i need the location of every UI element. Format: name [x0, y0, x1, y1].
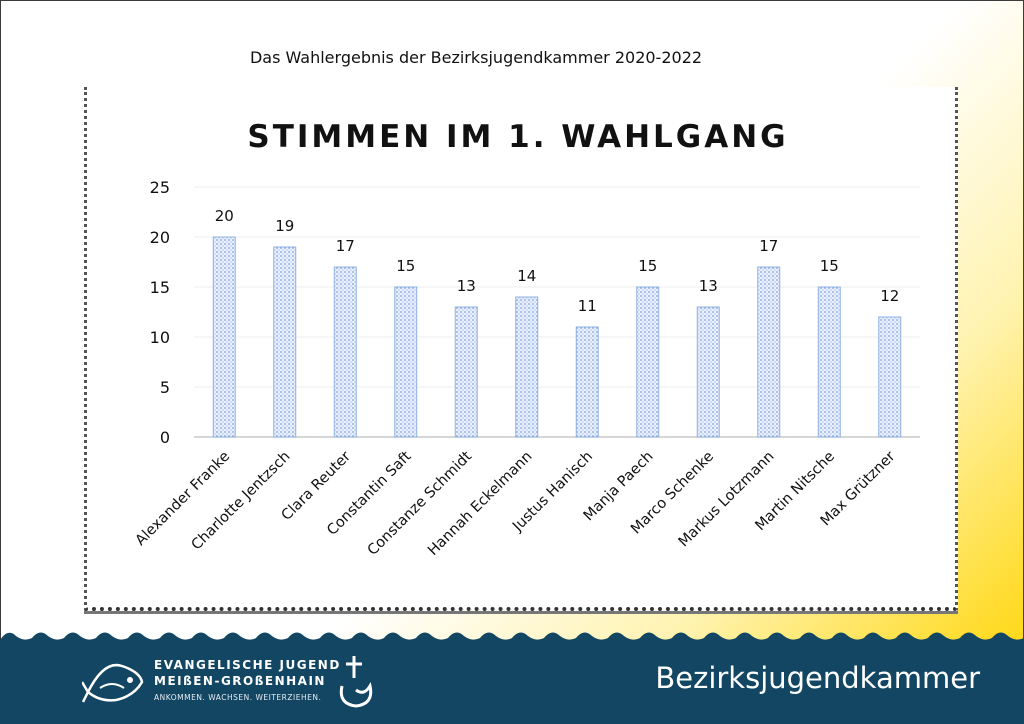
logo-tagline: ANKOMMEN. WACHSEN. WEITERZIEHEN.	[154, 693, 322, 702]
y-tick-label: 5	[160, 378, 170, 397]
y-tick-label: 20	[150, 228, 170, 247]
bar	[212, 236, 236, 438]
cross-globe-icon	[339, 656, 373, 708]
data-label: 13	[699, 277, 718, 295]
bar	[333, 266, 357, 438]
chart-title: STIMMEN IM 1. WAHLGANG	[247, 119, 788, 155]
logo-line-2: MEIßEN-GROßENHAIN	[154, 674, 326, 688]
x-tick-label: Charlotte Jentzsch	[189, 449, 294, 554]
bar	[394, 286, 418, 438]
bar	[575, 326, 599, 438]
ej-logo: EVANGELISCHE JUGEND MEIßEN-GROßENHAIN AN…	[82, 650, 382, 716]
bar	[817, 286, 841, 438]
page-title: Das Wahlergebnis der Bezirksjugendkammer…	[249, 48, 703, 67]
bar	[636, 286, 660, 438]
data-label: 11	[578, 297, 597, 315]
x-tick-label: Constanze Schmidt	[365, 448, 476, 559]
footer-title: Bezirksjugendkammer	[655, 661, 980, 695]
bar	[696, 306, 720, 438]
data-label: 15	[396, 257, 415, 275]
data-label: 14	[517, 267, 536, 285]
bar	[515, 296, 539, 438]
data-label: 17	[759, 237, 778, 255]
data-label: 17	[336, 237, 355, 255]
bar	[454, 306, 478, 438]
x-tick-label: Hannah Eckelmann	[425, 449, 535, 559]
footer-band	[0, 640, 1024, 724]
y-tick-label: 0	[160, 428, 170, 447]
data-label: 19	[275, 217, 294, 235]
bar	[757, 266, 781, 438]
data-label: 13	[457, 277, 476, 295]
y-tick-label: 25	[150, 178, 170, 197]
y-tick-label: 10	[150, 328, 170, 347]
data-label: 15	[638, 257, 657, 275]
y-tick-label: 15	[150, 278, 170, 297]
data-label: 12	[880, 287, 899, 305]
fish-logo-icon	[82, 663, 144, 703]
data-label: 15	[820, 257, 839, 275]
logo-line-1: EVANGELISCHE JUGEND	[154, 658, 341, 672]
data-label: 20	[215, 207, 234, 225]
bar	[273, 246, 297, 438]
bar	[878, 316, 902, 438]
